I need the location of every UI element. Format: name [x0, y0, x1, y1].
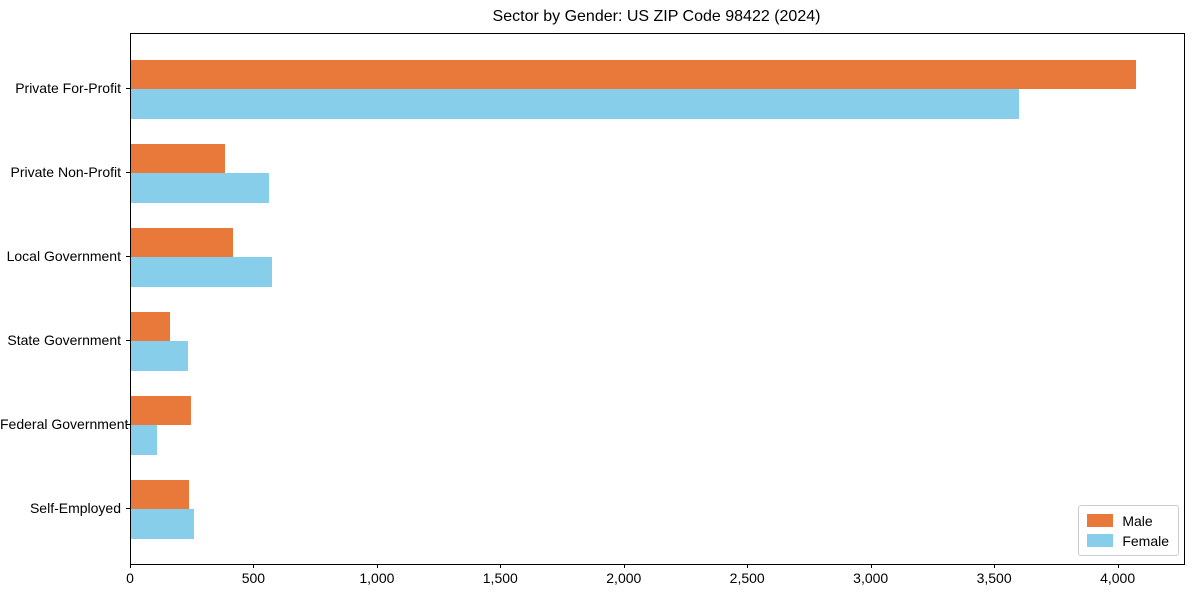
- x-tick-label-500: 500: [241, 570, 266, 586]
- y-tick: [126, 340, 130, 341]
- legend-label-male: Male: [1122, 512, 1153, 529]
- bar-male-private-non-profit: [131, 143, 225, 173]
- y-tick-label-private-non-profit: Private Non-Profit: [10, 164, 121, 180]
- x-tick-label-3500: 3,500: [976, 570, 1012, 586]
- legend: Male Female: [1078, 505, 1179, 556]
- legend-item-male: Male: [1087, 512, 1169, 529]
- x-tick-label-1500: 1,500: [482, 570, 518, 586]
- x-tick: [253, 564, 255, 568]
- y-tick-label-state-government: State Government: [7, 332, 121, 348]
- bar-female-local-government: [131, 257, 272, 287]
- bar-female-self-employed: [131, 509, 194, 539]
- y-tick-label-federal-government: Federal Government: [0, 416, 129, 432]
- x-tick: [994, 564, 996, 568]
- x-tick-label-2500: 2,500: [729, 570, 765, 586]
- bar-female-federal-government: [131, 425, 157, 455]
- y-tick-label-self-employed: Self-Employed: [29, 500, 121, 516]
- x-tick-label-4000: 4,000: [1100, 570, 1136, 586]
- x-tick-label-1000: 1,000: [359, 570, 395, 586]
- y-tick: [126, 256, 130, 257]
- bar-male-state-government: [131, 311, 170, 341]
- legend-swatch-female: [1087, 534, 1114, 547]
- legend-label-female: Female: [1122, 532, 1169, 549]
- bar-male-federal-government: [131, 395, 192, 425]
- x-tick-label-3000: 3,000: [853, 570, 889, 586]
- x-tick-label-2000: 2,000: [606, 570, 642, 586]
- chart-title: Sector by Gender: US ZIP Code 98422 (202…: [492, 8, 821, 25]
- bar-male-self-employed: [131, 479, 189, 509]
- bar-female-private-non-profit: [131, 173, 270, 203]
- x-tick: [623, 564, 625, 568]
- bar-female-private-for-profit: [131, 89, 1019, 119]
- y-tick: [126, 88, 130, 89]
- bar-male-local-government: [131, 227, 233, 257]
- bar-female-state-government: [131, 341, 188, 371]
- legend-swatch-male: [1087, 514, 1114, 527]
- x-tick: [747, 564, 749, 568]
- plot-area: Male Female: [130, 33, 1185, 565]
- y-tick: [126, 508, 130, 509]
- x-tick-label-0: 0: [126, 570, 134, 586]
- bar-male-private-for-profit: [131, 59, 1136, 89]
- x-tick: [376, 564, 378, 568]
- x-tick: [500, 564, 502, 568]
- y-tick-label-private-for-profit: Private For-Profit: [15, 80, 121, 96]
- x-tick: [870, 564, 872, 568]
- legend-item-female: Female: [1087, 532, 1169, 549]
- x-tick: [130, 564, 131, 568]
- y-tick: [126, 172, 130, 173]
- x-tick: [1117, 564, 1119, 568]
- y-tick-label-local-government: Local Government: [6, 248, 121, 264]
- y-tick: [126, 424, 130, 425]
